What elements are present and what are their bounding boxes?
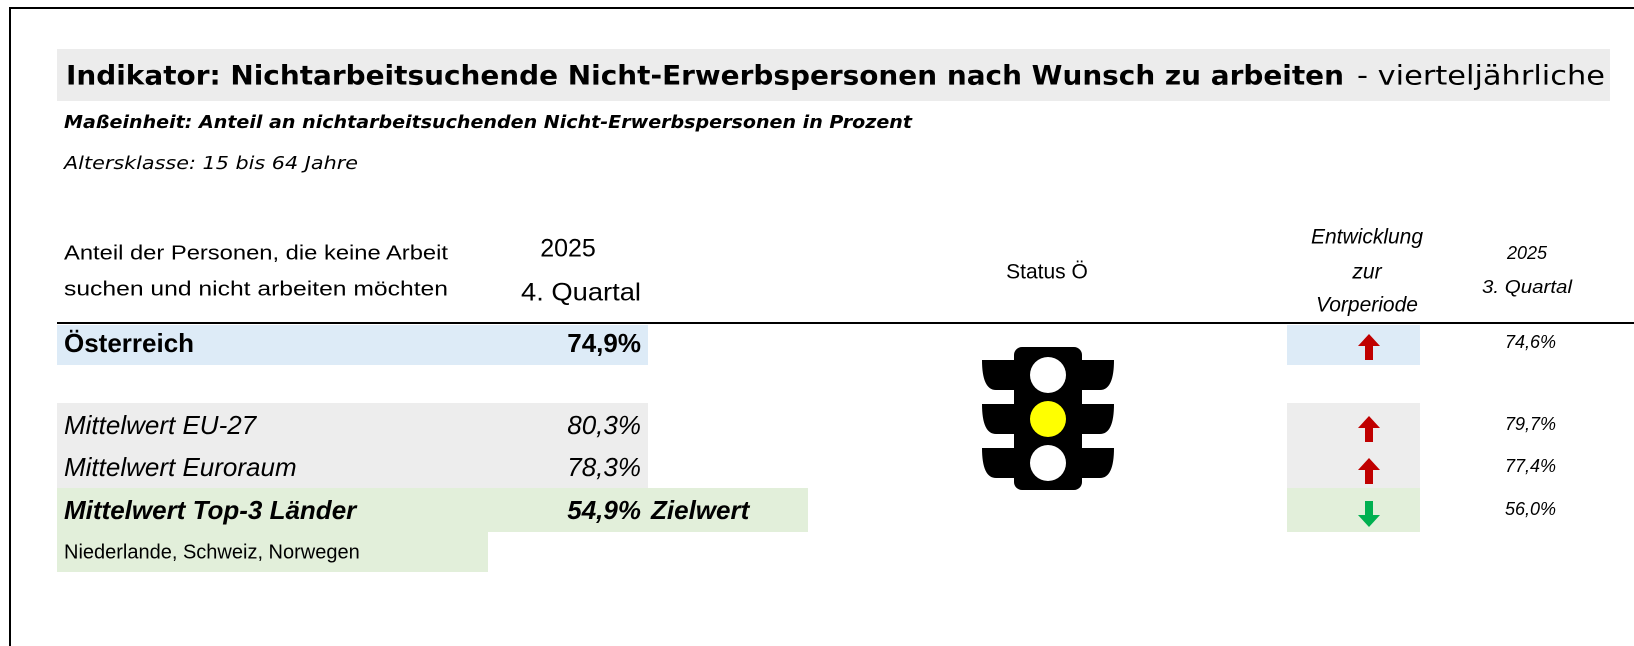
row-name: Mittelwert Euroraum (64, 452, 297, 482)
row-band (57, 403, 648, 488)
row-name: Mittelwert Top-3 Länder (64, 495, 358, 525)
row-previous: 79,7% (1505, 414, 1556, 434)
age-class: Altersklasse: 15 bis 64 Jahre (63, 153, 358, 174)
column-trend: Entwicklung (1311, 226, 1423, 249)
row-previous: 56,0% (1505, 499, 1556, 519)
column-trend: zur (1351, 261, 1382, 284)
traffic-light (982, 347, 1114, 490)
row-previous: 77,4% (1505, 456, 1556, 476)
row-note: Zielwert (650, 495, 751, 525)
column-label: suchen und nicht arbeiten möchten (64, 278, 448, 300)
title-suffix: - vierteljährliche (1357, 61, 1605, 92)
row-current: 54,9% (567, 495, 641, 525)
unit: Maßeinheit: Anteil an nichtarbeitsuchend… (64, 112, 913, 133)
trend-band (1287, 488, 1420, 532)
trend-arrow (1358, 458, 1380, 484)
row-countries: Niederlande, Schweiz, Norwegen (64, 541, 360, 563)
frame (9, 7, 1634, 646)
trend-arrow (1358, 334, 1380, 360)
row-current: 78,3% (567, 452, 641, 482)
row-name: Mittelwert EU-27 (64, 410, 258, 440)
column-label: Anteil der Personen, die keine Arbeit (64, 242, 449, 264)
row-band (57, 532, 488, 572)
column-current: 4. Quartal (521, 279, 641, 307)
title-band (57, 49, 1610, 101)
column-previous: 2025 (1506, 243, 1548, 263)
row-current: 74,9% (567, 328, 641, 358)
trend-band (1287, 403, 1420, 488)
row-band (57, 325, 648, 365)
row-band (57, 488, 808, 532)
row-current: 80,3% (567, 410, 641, 440)
trend-band (1287, 325, 1420, 365)
title: Indikator: Nichtarbeitsuchende Nicht-Erw… (66, 61, 1344, 92)
column-previous: 3. Quartal (1482, 277, 1573, 297)
column-current: 2025 (540, 235, 596, 263)
row-name: Österreich (64, 328, 194, 358)
column-trend: Vorperiode (1316, 294, 1418, 317)
trend-arrow (1358, 501, 1380, 527)
column-status: Status Ö (1006, 261, 1088, 284)
trend-arrow (1358, 416, 1380, 442)
row-previous: 74,6% (1505, 332, 1556, 352)
